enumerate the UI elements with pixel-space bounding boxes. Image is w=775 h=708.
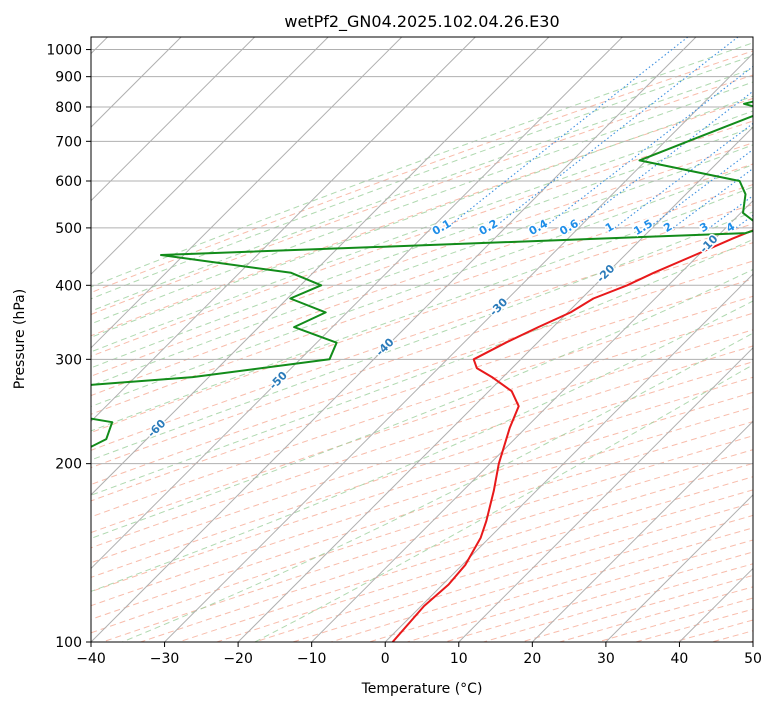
y-tick-label: 200 xyxy=(55,457,82,473)
dry-adiabat-line xyxy=(216,476,753,642)
isotherm-line xyxy=(311,199,753,642)
dry-adiabat-line xyxy=(91,142,753,377)
dry-adiabat-line xyxy=(750,640,753,642)
x-tick-label: −10 xyxy=(297,651,327,667)
mixing-ratio-label: 6 xyxy=(763,220,775,235)
y-tick-label: 300 xyxy=(55,352,82,368)
grid-layer xyxy=(91,37,753,642)
dry-adiabat-line xyxy=(91,184,753,415)
isotherm-line xyxy=(91,37,403,349)
plot-frame xyxy=(90,36,754,643)
dry-adiabat-line xyxy=(292,502,753,642)
isotherm-line xyxy=(164,52,753,642)
mixing-ratio-line xyxy=(672,167,753,229)
x-tick-label: 40 xyxy=(671,651,689,667)
dry-adiabat-line xyxy=(91,361,753,578)
moist-adiabat-line xyxy=(122,332,753,642)
moist-adiabat-line xyxy=(91,95,753,338)
y-tick-label: 500 xyxy=(55,221,82,237)
x-tick-label: 20 xyxy=(523,651,541,667)
dry-adiabat-line xyxy=(521,574,753,642)
isotherm-line xyxy=(458,347,753,642)
isotherm-line xyxy=(91,37,697,642)
x-tick-label: 10 xyxy=(450,651,468,667)
x-tick-label: −30 xyxy=(150,651,180,667)
dry-adiabat-line xyxy=(91,97,753,337)
y-axis-label: Pressure (hPa) xyxy=(12,289,28,389)
dry-adiabat-line xyxy=(91,406,753,620)
mixing-ratio-line xyxy=(614,122,753,229)
moist-adiabat-line xyxy=(91,55,753,300)
dry-adiabat-line xyxy=(330,514,753,642)
dry-adiabat-line xyxy=(559,586,753,642)
moist-adiabat-line xyxy=(91,268,753,539)
dry-adiabat-line xyxy=(91,74,753,316)
isotherm-label: -70 xyxy=(19,469,42,492)
isotherm-line xyxy=(384,273,753,642)
dry-adiabat-line xyxy=(91,223,753,451)
isotherm-line xyxy=(237,126,753,642)
mixing-ratio-label: 0.4 xyxy=(527,217,551,238)
chart-title: wetPf2_GN04.2025.102.04.26.E30 xyxy=(284,12,559,32)
mixing-ratio-line xyxy=(573,90,753,229)
dry-adiabat-line xyxy=(597,597,753,642)
x-tick-label: 50 xyxy=(744,651,762,667)
dry-adiabat-line xyxy=(445,551,753,642)
dry-adiabat-line xyxy=(407,539,753,642)
dry-adiabat-line xyxy=(91,329,753,549)
moist-adiabat-line xyxy=(91,186,753,432)
moist-adiabat-line xyxy=(91,144,753,387)
x-tick-label: 30 xyxy=(597,651,615,667)
moist-adiabat-line xyxy=(91,68,753,312)
moist-adiabat-line xyxy=(91,164,753,408)
isotherm-line xyxy=(91,37,623,570)
line-label-layer: -100-90-80-70-60-50-40-30-20-10010203040… xyxy=(19,215,775,492)
dry-adiabat-line xyxy=(102,435,753,642)
moist-adiabat-line xyxy=(91,81,753,325)
moist-adiabat-line xyxy=(91,110,753,353)
mixing-ratio-line xyxy=(735,214,753,229)
dry-adiabat-line xyxy=(91,163,753,397)
isotherm-line xyxy=(91,37,256,202)
y-tick-label: 900 xyxy=(55,70,82,86)
series-layer xyxy=(91,100,753,642)
y-tick-label: 700 xyxy=(55,134,82,150)
mixing-ratio-line xyxy=(446,37,689,229)
mixing-ratio-line xyxy=(493,37,739,229)
axis-layer: −40 −30 −20 −10 0 10 20 30 40 50 100 200 300 400 500 60… xyxy=(46,43,762,667)
isotherm-line xyxy=(91,37,550,496)
dewpoint-profile xyxy=(91,100,753,448)
mixing-ratio-line xyxy=(543,65,753,229)
mixing-ratio-label: 0.6 xyxy=(557,217,581,238)
y-tick-label: 100 xyxy=(55,635,82,651)
isotherm-line xyxy=(91,37,329,275)
dry-adiabat-line xyxy=(91,376,753,593)
y-tick-label: 1000 xyxy=(46,43,82,59)
moist-adiabat-line xyxy=(91,238,753,496)
isotherm-label: -20 xyxy=(594,262,617,285)
y-tick-label: 600 xyxy=(55,174,82,190)
dry-adiabat-line xyxy=(91,242,753,469)
x-tick-label: −40 xyxy=(76,651,106,667)
x-tick-label: −20 xyxy=(223,651,253,667)
x-axis-label: Temperature (°C) xyxy=(361,681,483,697)
y-tick-label: 800 xyxy=(55,100,82,116)
dry-adiabat-line xyxy=(91,278,753,502)
isotherm-line xyxy=(531,420,753,642)
dry-adiabat-line xyxy=(91,50,753,294)
isotherm-line xyxy=(679,567,753,642)
x-tick-label: 0 xyxy=(381,651,390,667)
mixing-ratio-label: 1.5 xyxy=(632,217,655,238)
y-tick-label: 400 xyxy=(55,278,82,294)
moist-adiabat-line xyxy=(254,364,753,642)
dry-adiabat-line xyxy=(178,462,753,642)
isotherm-label: -30 xyxy=(487,295,510,318)
isotherm-line xyxy=(91,37,476,423)
isotherm-line xyxy=(605,494,753,642)
temperature-profile xyxy=(391,229,753,642)
isotherm-line xyxy=(752,641,753,642)
